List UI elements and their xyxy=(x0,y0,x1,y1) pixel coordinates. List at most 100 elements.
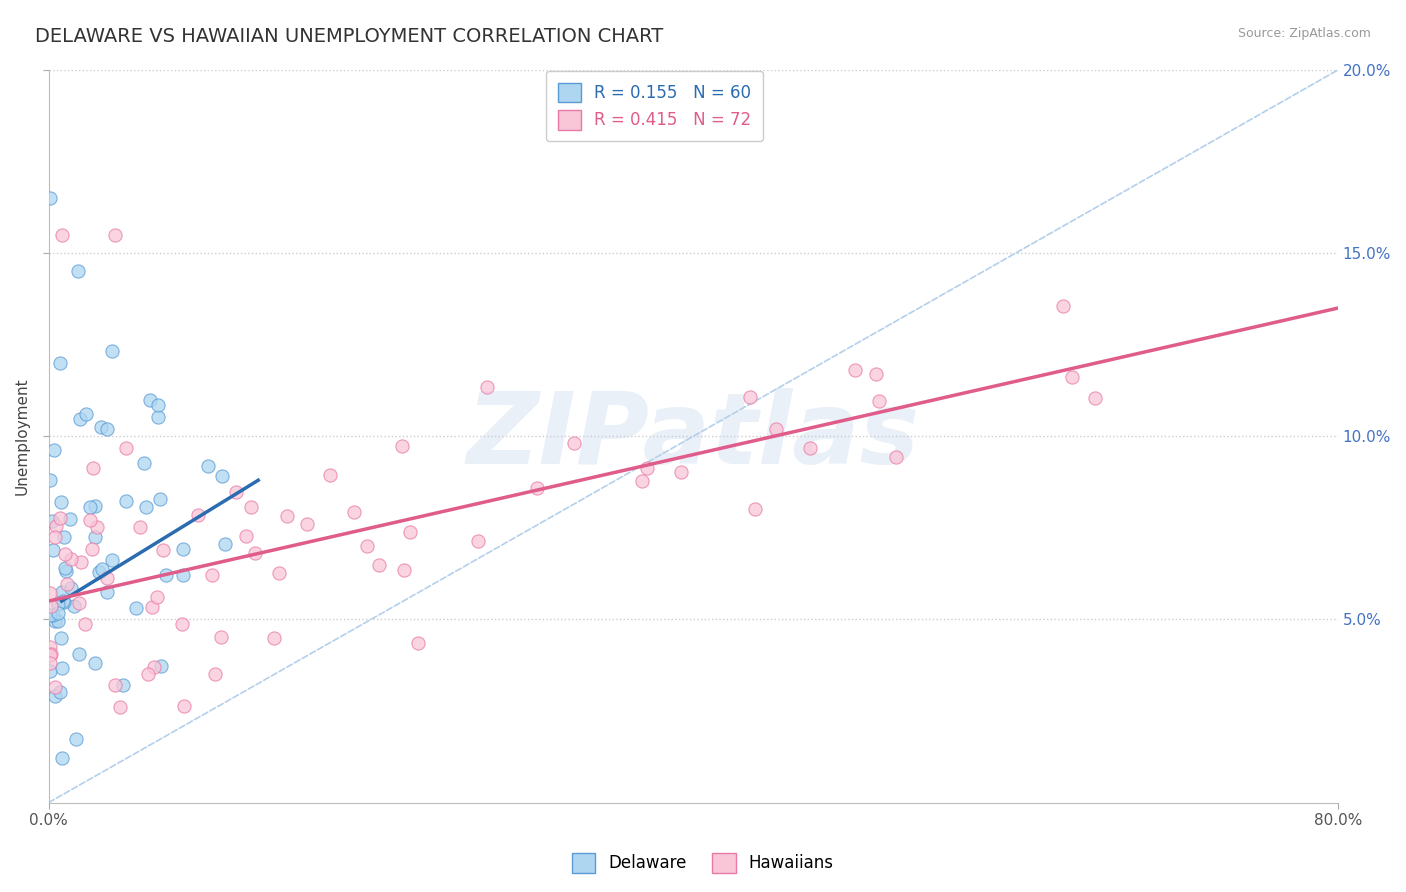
Legend: Delaware, Hawaiians: Delaware, Hawaiians xyxy=(565,847,841,880)
Point xyxy=(49,356,72,370)
Point xyxy=(51,227,73,242)
Point xyxy=(53,560,76,574)
Point xyxy=(70,555,93,569)
Point xyxy=(86,520,108,534)
Point xyxy=(399,524,422,539)
Point xyxy=(51,751,73,765)
Point xyxy=(52,593,75,607)
Point xyxy=(51,661,73,675)
Point xyxy=(96,571,118,585)
Point xyxy=(173,698,195,713)
Point xyxy=(104,678,127,692)
Point xyxy=(42,608,65,623)
Point xyxy=(96,585,118,599)
Point xyxy=(90,562,112,576)
Point xyxy=(41,515,63,529)
Point xyxy=(143,660,166,674)
Point xyxy=(82,461,104,475)
Point xyxy=(148,398,170,412)
Point xyxy=(65,732,87,747)
Point xyxy=(51,631,73,645)
Point xyxy=(114,441,136,455)
Point xyxy=(44,530,66,544)
Point xyxy=(149,491,172,506)
Point xyxy=(111,677,134,691)
Point xyxy=(211,469,233,483)
Point xyxy=(42,442,65,457)
Point xyxy=(477,380,499,394)
Point xyxy=(204,667,226,681)
Point xyxy=(868,393,890,408)
Point xyxy=(66,264,89,278)
Point xyxy=(39,664,62,678)
Point xyxy=(67,596,90,610)
Point xyxy=(150,659,173,673)
Point xyxy=(53,595,76,609)
Point xyxy=(67,648,90,662)
Point xyxy=(136,666,159,681)
Point xyxy=(172,542,194,557)
Point xyxy=(73,617,96,632)
Text: ZIPatlas: ZIPatlas xyxy=(467,388,920,484)
Point xyxy=(765,422,787,436)
Point xyxy=(125,601,148,615)
Point xyxy=(235,529,257,543)
Point xyxy=(744,502,766,516)
Point xyxy=(526,481,548,495)
Point xyxy=(172,568,194,582)
Point xyxy=(39,586,62,600)
Point xyxy=(49,511,72,525)
Point xyxy=(46,614,69,628)
Point xyxy=(146,409,169,424)
Point xyxy=(60,552,83,566)
Point xyxy=(135,500,157,514)
Point xyxy=(1052,299,1074,313)
Point xyxy=(41,599,63,614)
Legend: R = 0.155   N = 60, R = 0.415   N = 72: R = 0.155 N = 60, R = 0.415 N = 72 xyxy=(546,71,763,141)
Point xyxy=(115,494,138,508)
Point xyxy=(263,632,285,646)
Point xyxy=(276,508,298,523)
Point xyxy=(39,191,62,205)
Point xyxy=(391,439,413,453)
Point xyxy=(56,577,79,591)
Point xyxy=(1084,391,1107,405)
Point xyxy=(562,435,585,450)
Point xyxy=(630,475,652,489)
Point xyxy=(225,484,247,499)
Point xyxy=(637,461,659,475)
Point xyxy=(89,420,111,434)
Point xyxy=(671,465,693,479)
Point xyxy=(55,564,77,578)
Point xyxy=(51,585,73,599)
Point xyxy=(44,680,66,694)
Point xyxy=(738,390,761,404)
Point xyxy=(96,422,118,436)
Text: DELAWARE VS HAWAIIAN UNEMPLOYMENT CORRELATION CHART: DELAWARE VS HAWAIIAN UNEMPLOYMENT CORREL… xyxy=(35,27,664,45)
Point xyxy=(39,608,62,623)
Point xyxy=(356,539,378,553)
Point xyxy=(141,599,163,614)
Point xyxy=(44,614,66,628)
Point xyxy=(49,685,72,699)
Point xyxy=(83,499,105,513)
Point xyxy=(295,517,318,532)
Point xyxy=(89,565,111,579)
Point xyxy=(319,468,342,483)
Point xyxy=(152,542,174,557)
Point xyxy=(44,689,66,703)
Point xyxy=(1062,369,1084,384)
Point xyxy=(197,458,219,473)
Point xyxy=(84,656,107,670)
Point xyxy=(46,597,69,611)
Point xyxy=(62,599,84,613)
Point xyxy=(132,456,155,470)
Point xyxy=(799,441,821,455)
Point xyxy=(343,505,366,519)
Point xyxy=(467,534,489,549)
Point xyxy=(155,567,177,582)
Point xyxy=(239,500,262,514)
Point xyxy=(84,529,107,543)
Point xyxy=(46,606,69,620)
Point xyxy=(75,408,97,422)
